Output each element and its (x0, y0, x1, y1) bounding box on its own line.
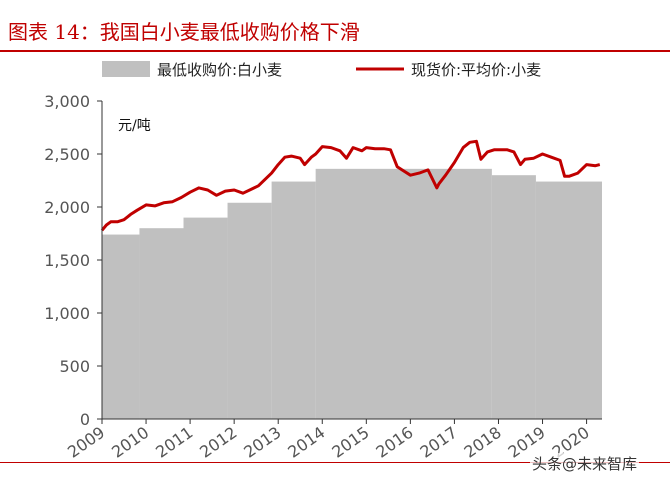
x-tick-label: 2017 (416, 423, 460, 462)
legend: 最低收购价:白小麦 现货价:平均价:小麦 (102, 61, 541, 79)
watermark: 头条@未来智库 (530, 453, 640, 474)
bottom-rule (0, 462, 670, 463)
x-tick-label: 2010 (108, 423, 152, 462)
y-tick-label: 2,000 (44, 198, 90, 217)
x-tick-label: 2011 (152, 423, 196, 462)
area-step-4 (271, 181, 316, 419)
area-step-5 (315, 168, 492, 419)
unit-label: 元/吨 (118, 118, 151, 134)
y-tick-label: 2,500 (44, 145, 90, 164)
y-tick-label: 3,000 (44, 92, 90, 111)
y-tick-label: 1,500 (44, 251, 90, 270)
x-tick-label: 2018 (461, 423, 505, 462)
y-tick-label: 0 (80, 410, 90, 429)
legend-swatch-area (102, 61, 150, 77)
x-tick-label: 2014 (284, 423, 328, 462)
x-tick-label: 2015 (328, 423, 372, 462)
series-line-spot-price (100, 139, 601, 232)
area-step-2 (183, 217, 228, 419)
area-step-7 (535, 181, 602, 419)
chart-title: 图表 14：我国白小麦最低收购价格下滑 (8, 20, 360, 44)
x-tick-label: 2012 (196, 423, 240, 462)
legend-label-line: 现货价:平均价:小麦 (411, 61, 541, 79)
area-step-3 (227, 202, 272, 419)
x-tick-label: 2013 (240, 423, 284, 462)
area-step-0 (102, 234, 140, 419)
y-tick-label: 500 (59, 357, 90, 376)
area-step-1 (139, 228, 184, 419)
title-underline (0, 50, 670, 52)
legend-label-area: 最低收购价:白小麦 (157, 61, 282, 79)
area-step-6 (491, 175, 536, 419)
y-tick-label: 1,000 (44, 304, 90, 323)
x-tick-label: 2016 (372, 423, 416, 462)
